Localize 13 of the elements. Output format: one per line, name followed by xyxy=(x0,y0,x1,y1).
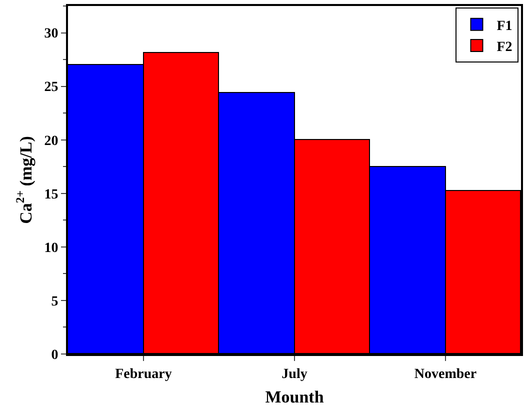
x-axis-title: Mounth xyxy=(265,388,324,407)
legend-label: F2 xyxy=(496,40,512,55)
y-tick-label: 0 xyxy=(51,348,58,363)
y-tick-label: 10 xyxy=(44,240,58,256)
y-tick-label: 20 xyxy=(44,134,58,149)
x-tick-label: November xyxy=(414,366,477,382)
y-tick-label: 15 xyxy=(44,187,58,202)
y-tick-label: 5 xyxy=(51,294,58,310)
y-tick-label: 25 xyxy=(44,80,58,96)
legend-label: F1 xyxy=(496,18,512,34)
x-tick-label: February xyxy=(115,366,172,382)
x-tick-label: July xyxy=(282,366,308,382)
y-tick-label: 30 xyxy=(44,26,58,42)
